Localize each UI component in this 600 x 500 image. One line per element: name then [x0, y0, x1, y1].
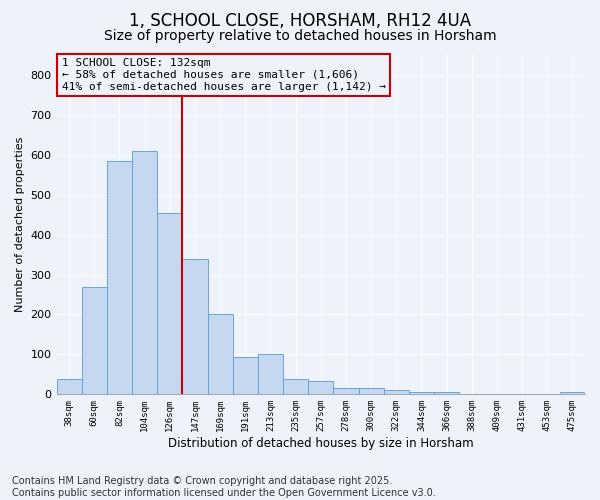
Text: Contains HM Land Registry data © Crown copyright and database right 2025.
Contai: Contains HM Land Registry data © Crown c…: [12, 476, 436, 498]
Bar: [434, 392, 459, 394]
Y-axis label: Number of detached properties: Number of detached properties: [15, 137, 25, 312]
Text: 1 SCHOOL CLOSE: 132sqm
← 58% of detached houses are smaller (1,606)
41% of semi-: 1 SCHOOL CLOSE: 132sqm ← 58% of detached…: [62, 58, 386, 92]
Bar: [132, 151, 157, 394]
Bar: [383, 390, 409, 394]
Bar: [82, 288, 107, 395]
Bar: [283, 379, 308, 394]
Text: 1, SCHOOL CLOSE, HORSHAM, RH12 4UA: 1, SCHOOL CLOSE, HORSHAM, RH12 4UA: [129, 12, 471, 30]
Bar: [182, 260, 208, 394]
Bar: [56, 379, 82, 394]
Bar: [334, 388, 359, 394]
Bar: [157, 212, 182, 394]
Bar: [409, 392, 434, 394]
Bar: [560, 392, 585, 394]
X-axis label: Distribution of detached houses by size in Horsham: Distribution of detached houses by size …: [168, 437, 473, 450]
Bar: [359, 388, 383, 394]
Text: Size of property relative to detached houses in Horsham: Size of property relative to detached ho…: [104, 29, 496, 43]
Bar: [233, 357, 258, 395]
Bar: [258, 354, 283, 395]
Bar: [107, 161, 132, 394]
Bar: [308, 381, 334, 394]
Bar: [208, 314, 233, 394]
